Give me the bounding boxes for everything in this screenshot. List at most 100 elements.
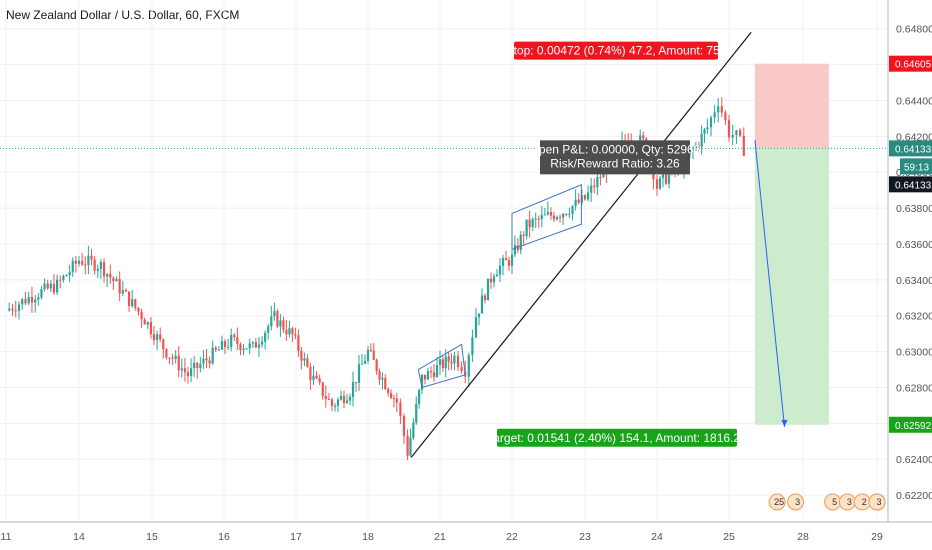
candle-body-500 (124, 290, 128, 292)
candle-body-1202 (282, 320, 285, 330)
y-tick-6: 0.63600 (896, 239, 932, 251)
time-axis-bg (0, 522, 932, 550)
candle-body-3001 (568, 213, 571, 215)
candle-body-1002 (239, 344, 242, 350)
candle-body-4101 (742, 135, 745, 156)
candle-body-3703 (703, 129, 706, 134)
target-price-tag-bg (889, 416, 932, 433)
candle-body-3104 (599, 177, 602, 179)
stop-label: Stop: 0.00472 (0.74%) 47.2, Amount: 750 (506, 44, 727, 58)
candle-body-2001 (412, 422, 415, 438)
candle-body-1106 (273, 311, 276, 317)
candle-body-2003 (418, 389, 421, 404)
candle-body-1405 (327, 398, 331, 400)
candle-body-1704 (381, 378, 384, 380)
candle-body-1901 (402, 416, 406, 436)
candle-body-2501 (480, 295, 484, 314)
candle-body-400 (102, 262, 106, 277)
candle-body-205 (74, 260, 77, 264)
candle-body-2904 (558, 217, 562, 219)
candle-body-506 (143, 319, 146, 325)
candle-body-1504 (345, 400, 349, 404)
candle-body-2204 (453, 355, 456, 364)
candle-body-2105 (438, 359, 442, 366)
candle-body-2603 (504, 258, 508, 261)
candle-body-605 (162, 339, 165, 349)
candle-body-1502 (339, 395, 343, 400)
open-pnl-label: Open P&L: 0.00000, Qty: 52966 (530, 142, 701, 156)
candle-body-1801 (387, 389, 390, 393)
x-tick-9: 24 (651, 531, 663, 543)
candle-body-902 (217, 349, 220, 351)
candle-body-200 (59, 279, 62, 281)
y-tick-12: 0.62400 (896, 454, 932, 466)
candle-body-1205 (291, 328, 294, 335)
candle-body-5 (24, 299, 27, 304)
x-tick-6: 21 (434, 531, 446, 543)
x-tick-1: 14 (73, 531, 85, 543)
candle-body-2402 (474, 317, 478, 338)
candle-body-404 (115, 279, 118, 282)
candle-body-2604 (507, 260, 511, 266)
y-tick-3: 0.64200 (896, 131, 932, 143)
candle-body-1304 (306, 358, 309, 367)
candle-body-700 (168, 357, 171, 359)
x-tick-8: 23 (579, 531, 591, 543)
candle-body-3802 (717, 106, 720, 113)
candle-body-3101 (590, 185, 593, 193)
last-price-tag: 0.64133 (895, 144, 932, 155)
candle-body-1700 (369, 349, 372, 351)
x-tick-2: 15 (146, 531, 158, 543)
candle-body-4001 (735, 130, 738, 135)
candle-body-603 (156, 334, 159, 341)
candle-body-2002 (415, 403, 418, 423)
candle-body-1703 (378, 371, 381, 380)
candle-body-8 (34, 299, 37, 303)
candle-body-2802 (534, 218, 537, 220)
candle-body-1900 (399, 402, 402, 417)
target-zone (754, 148, 829, 425)
candle-body-3800 (709, 117, 713, 128)
candle-body-1001 (236, 337, 239, 345)
candle-body-2805 (543, 214, 546, 216)
candle-body-3704 (706, 127, 709, 130)
candle-body-601 (149, 322, 152, 335)
candle-body-0 (8, 308, 11, 311)
x-tick-10: 25 (723, 531, 735, 543)
candle-body-1200 (276, 311, 279, 327)
candle-body-3503 (667, 173, 671, 184)
candle-body-906 (230, 334, 233, 347)
candle-body-1505 (348, 396, 352, 401)
candle-body-1401 (315, 375, 318, 379)
event-label-2: 5 (832, 497, 837, 507)
candle-body-3501 (661, 173, 665, 179)
event-icon-1 (787, 493, 805, 511)
x-tick-5: 18 (362, 531, 374, 543)
candle-body-2401 (471, 337, 474, 356)
candle-body-1902 (406, 435, 409, 456)
x-tick-12: 29 (871, 531, 883, 543)
candle-body-2104 (435, 365, 439, 378)
candle-body-2300 (456, 355, 460, 368)
y-tick-5: 0.63800 (896, 203, 932, 215)
candle-body-2201 (444, 356, 447, 369)
candle-body-2500 (477, 313, 481, 318)
y-tick-7: 0.63400 (896, 275, 932, 287)
candle-body-1403 (321, 382, 324, 397)
candle-body-705 (183, 368, 187, 373)
candle-body-303 (90, 255, 93, 260)
event-icon-7 (868, 493, 886, 511)
candle-body-1105 (270, 316, 273, 327)
flag-pattern-1 (511, 184, 582, 251)
candle-body-3006 (583, 195, 587, 200)
candle-body-804 (202, 358, 205, 364)
candle-body-701 (171, 357, 174, 360)
candle-body-1103 (264, 332, 267, 342)
candle-body-102 (43, 283, 46, 290)
candle-body-1 (11, 308, 14, 311)
candle-body-2102 (429, 371, 433, 373)
candle-body-801 (193, 362, 196, 369)
candle-body-3901 (724, 112, 727, 121)
candle-body-2905 (562, 213, 565, 218)
